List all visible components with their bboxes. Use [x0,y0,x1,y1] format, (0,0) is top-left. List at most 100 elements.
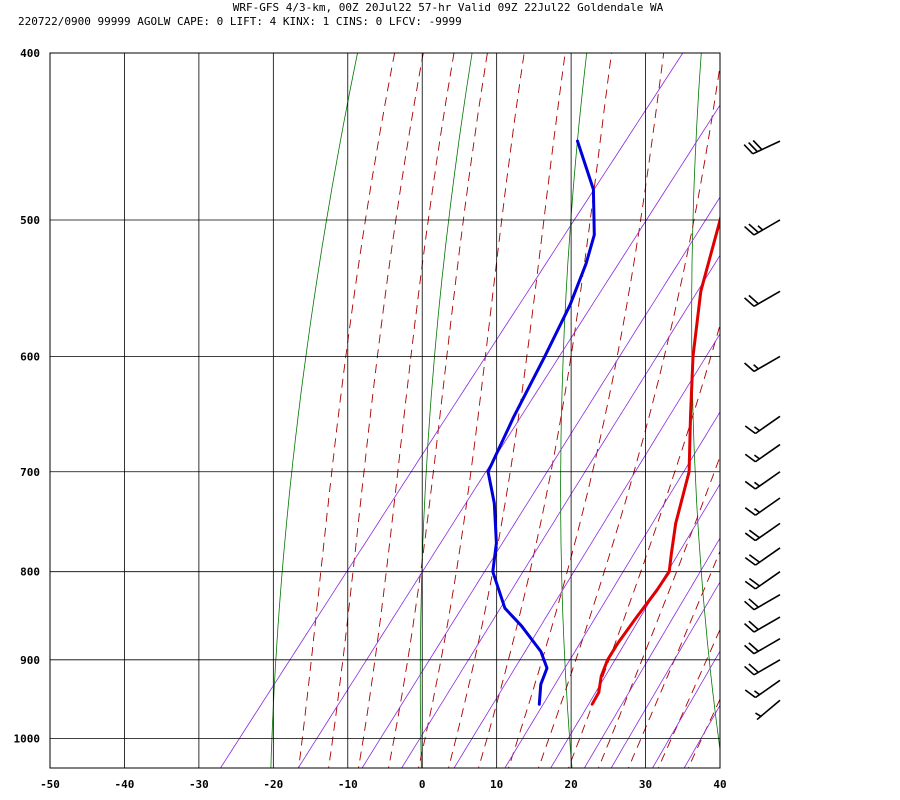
wind-barb-flag [748,642,759,652]
wind-barb-half-flag [753,364,759,370]
temperature-tick-label: 10 [490,778,503,791]
mixing-ratio-line [550,483,720,768]
moist-adiabat [358,53,455,768]
mixing-ratio-line [504,411,720,768]
wind-barb-flag [744,507,756,516]
mixing-ratio-line [453,333,720,768]
pressure-tick-label: 900 [20,654,40,667]
wind-barb-flag [744,665,755,676]
wind-barb-flag [744,556,756,566]
wind-barb [744,594,781,611]
temperature-tick-label: 0 [419,778,426,791]
temperature-tick-label: -20 [263,778,283,791]
wind-barb [744,638,781,655]
temperature-tick-label: -10 [338,778,358,791]
mixing-ratio-line [297,104,720,768]
wind-barb-flag [744,623,755,633]
wind-barb-half-flag [753,481,760,487]
moist-adiabat [597,455,720,768]
wind-barb [744,659,781,676]
moist-adiabat [687,698,720,768]
temperature-tick-label: 20 [564,778,577,791]
temperature-tick-label: -40 [115,778,135,791]
mixing-ratio-line [584,537,720,768]
wind-barb-flag [743,144,754,155]
wind-barb-flag [744,225,755,236]
chart-title: WRF-GFS 4/3-km, 00Z 20Jul22 57-hr Valid … [233,1,664,14]
wind-barb-half-flag [757,225,764,231]
pressure-tick-label: 700 [20,466,40,479]
isotherm-isobar-grid [49,52,721,768]
wind-barb-flag [748,620,759,631]
mixing-ratio-line [401,254,720,768]
moist-adiabat [448,53,566,768]
wind-barb-flag [744,600,755,611]
wind-barb [744,219,781,236]
wind-barb-flag [748,294,759,305]
wind-barb-flag [744,480,756,490]
pressure-tick-label: 1000 [14,733,41,746]
wind-barb-flag [748,598,759,608]
wind-barb [744,443,781,463]
wind-barb-staff [754,497,781,516]
pressure-tick-label: 400 [20,47,40,60]
wind-barb [744,415,781,435]
wind-barb [743,139,781,155]
wind-barb-half-flag [753,507,760,513]
pressure-tick-labels: 400 500 600 700 800 900 1000 [14,47,41,746]
moist-adiabat [478,53,612,768]
moist-adiabat [388,53,488,768]
wind-barb [744,497,781,516]
dry-adiabat [691,53,720,753]
wind-barb [744,547,781,566]
wind-barb-staff [752,140,781,155]
wind-barb [744,290,781,307]
wind-barb [744,679,781,699]
wind-barb [744,355,781,373]
wind-barb-flag [744,580,756,590]
wind-barb-flag [744,425,756,435]
background-lines [220,53,874,768]
dry-adiabat [270,53,358,768]
moist-adiabat [298,53,396,768]
dewpoint-trace [486,139,596,706]
temperature-trace [590,214,720,706]
wind-barb-flag [748,663,759,673]
plot-frame [49,52,721,769]
wind-barb-flag [752,139,763,151]
moist-adiabat [418,53,525,768]
moist-adiabat [538,62,720,768]
wind-barb-column [743,139,781,721]
wind-barb-flag [744,453,756,463]
dry-adiabat [815,53,874,768]
wind-barb-flag [748,529,760,539]
wind-barb-flag [744,532,756,542]
mixing-ratio-line [683,704,720,768]
wind-barb [744,571,781,590]
wind-barb-flag [744,362,755,373]
wind-barb-flag [748,554,760,563]
wind-barb-half-flag [755,712,762,718]
wind-barb-flag [748,141,758,153]
wind-barb [744,471,781,490]
dry-adiabat [419,53,473,768]
mixing-ratio-line [220,53,684,768]
chart-index-line: 220722/0900 99999 AGOLW CAPE: 0 LIFT: 4 … [18,15,462,28]
moist-adiabat [328,53,424,768]
pressure-tick-label: 500 [20,214,40,227]
wind-barb-flag [748,223,759,234]
temperature-tick-label: -50 [40,778,60,791]
wind-barb-flag [744,644,755,655]
wind-barb-flag [744,297,755,307]
wind-barb [744,616,781,633]
wind-barb-half-flag [753,690,760,696]
temperature-tick-label: -30 [189,778,209,791]
temperature-tick-labels: -50 -40 -30 -20 -10 0 10 20 30 40 [40,778,727,791]
mixing-ratio-line [610,581,720,768]
wind-barb-half-flag [753,426,760,432]
pressure-tick-label: 600 [20,350,40,363]
wind-barb [744,522,781,542]
pressure-tick-label: 800 [20,566,40,579]
wind-barb-flag [744,689,756,699]
